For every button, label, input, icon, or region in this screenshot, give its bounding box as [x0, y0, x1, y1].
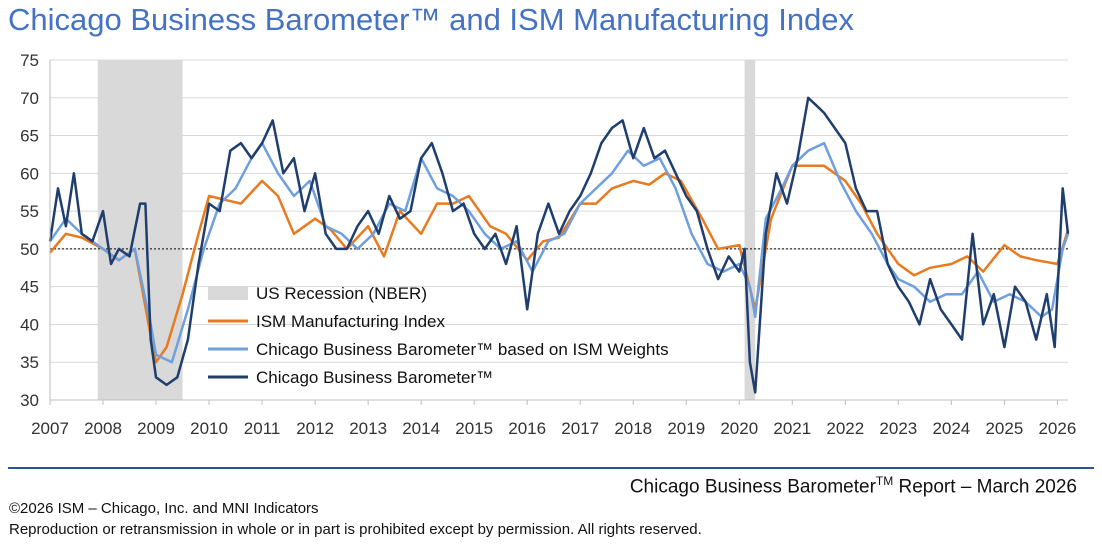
series-line-cbb: [48, 96, 1070, 394]
x-tick-label: 2021: [773, 419, 811, 438]
y-tick-label: 35: [20, 353, 39, 372]
x-tick-label: 2018: [614, 419, 652, 438]
y-tick-label: 50: [20, 240, 39, 259]
series-line-ism: [49, 164, 1070, 364]
recession-band-1: [744, 60, 756, 400]
footer-rule: [8, 467, 1094, 469]
y-tick-label: 55: [20, 202, 39, 221]
copyright-text: ©2026 ISM – Chicago, Inc. and MNI Indica…: [9, 500, 319, 517]
x-tick-label: 2026: [1038, 419, 1076, 438]
y-tick-label: 45: [20, 278, 39, 297]
x-tick-label: 2019: [667, 419, 705, 438]
legend-swatch-recession: [208, 286, 248, 300]
x-tick-label: 2015: [455, 419, 493, 438]
recession-band-0: [97, 60, 183, 400]
x-tick-label: 2010: [190, 419, 228, 438]
y-tick-label: 75: [20, 51, 39, 70]
x-tick-label: 2008: [84, 419, 122, 438]
chart: 30 35 40 45 50 55 60 65 70 75 2007 2008 2009 2010 2011…: [20, 51, 1076, 438]
y-tick-label: 65: [20, 127, 39, 146]
x-tick-label: 2007: [31, 419, 69, 438]
axes: 30 35 40 45 50 55 60 65 70 75 2007 2008 2009 2010 2011…: [20, 51, 1076, 438]
x-tick-label: 2020: [720, 419, 758, 438]
rights-text: Reproduction or retransmission in whole …: [9, 521, 702, 538]
legend-label-recession: US Recession (NBER): [256, 284, 427, 303]
x-tick-label: 2012: [296, 419, 334, 438]
report-main: Chicago Business Barometer: [629, 476, 876, 498]
legend: US Recession (NBER) ISM Manufacturing Ind…: [208, 284, 669, 387]
y-tick-label: 40: [20, 315, 39, 334]
x-tick-label: 2017: [561, 419, 599, 438]
page-title: Chicago Business Barometer™ and ISM Manu…: [8, 2, 855, 37]
legend-label-ism: ISM Manufacturing Index: [256, 312, 445, 331]
report-label: Chicago Business BarometerTM Report – Ma…: [560, 474, 1077, 498]
x-tick-label: 2009: [137, 419, 175, 438]
report-tm: TM: [875, 474, 894, 488]
legend-label-weights: Chicago Business Barometer™ based on ISM…: [256, 340, 669, 359]
report-rest: Report – March 2026: [893, 476, 1078, 498]
x-tick-label: 2025: [985, 419, 1023, 438]
x-tick-label: 2013: [349, 419, 387, 438]
x-tick-label: 2011: [244, 419, 281, 438]
series-line-weights: [48, 141, 1070, 364]
series-lines: [48, 96, 1070, 394]
y-tick-label: 30: [20, 391, 39, 410]
y-tick-label: 70: [20, 89, 39, 108]
x-tick-label: 2016: [508, 419, 546, 438]
legend-label-cbb: Chicago Business Barometer™: [256, 368, 493, 387]
x-tick-label: 2014: [402, 419, 440, 438]
x-tick-label: 2023: [879, 419, 917, 438]
x-tick-label: 2022: [826, 419, 864, 438]
x-tick-label: 2024: [932, 419, 970, 438]
y-tick-label: 60: [20, 164, 39, 183]
